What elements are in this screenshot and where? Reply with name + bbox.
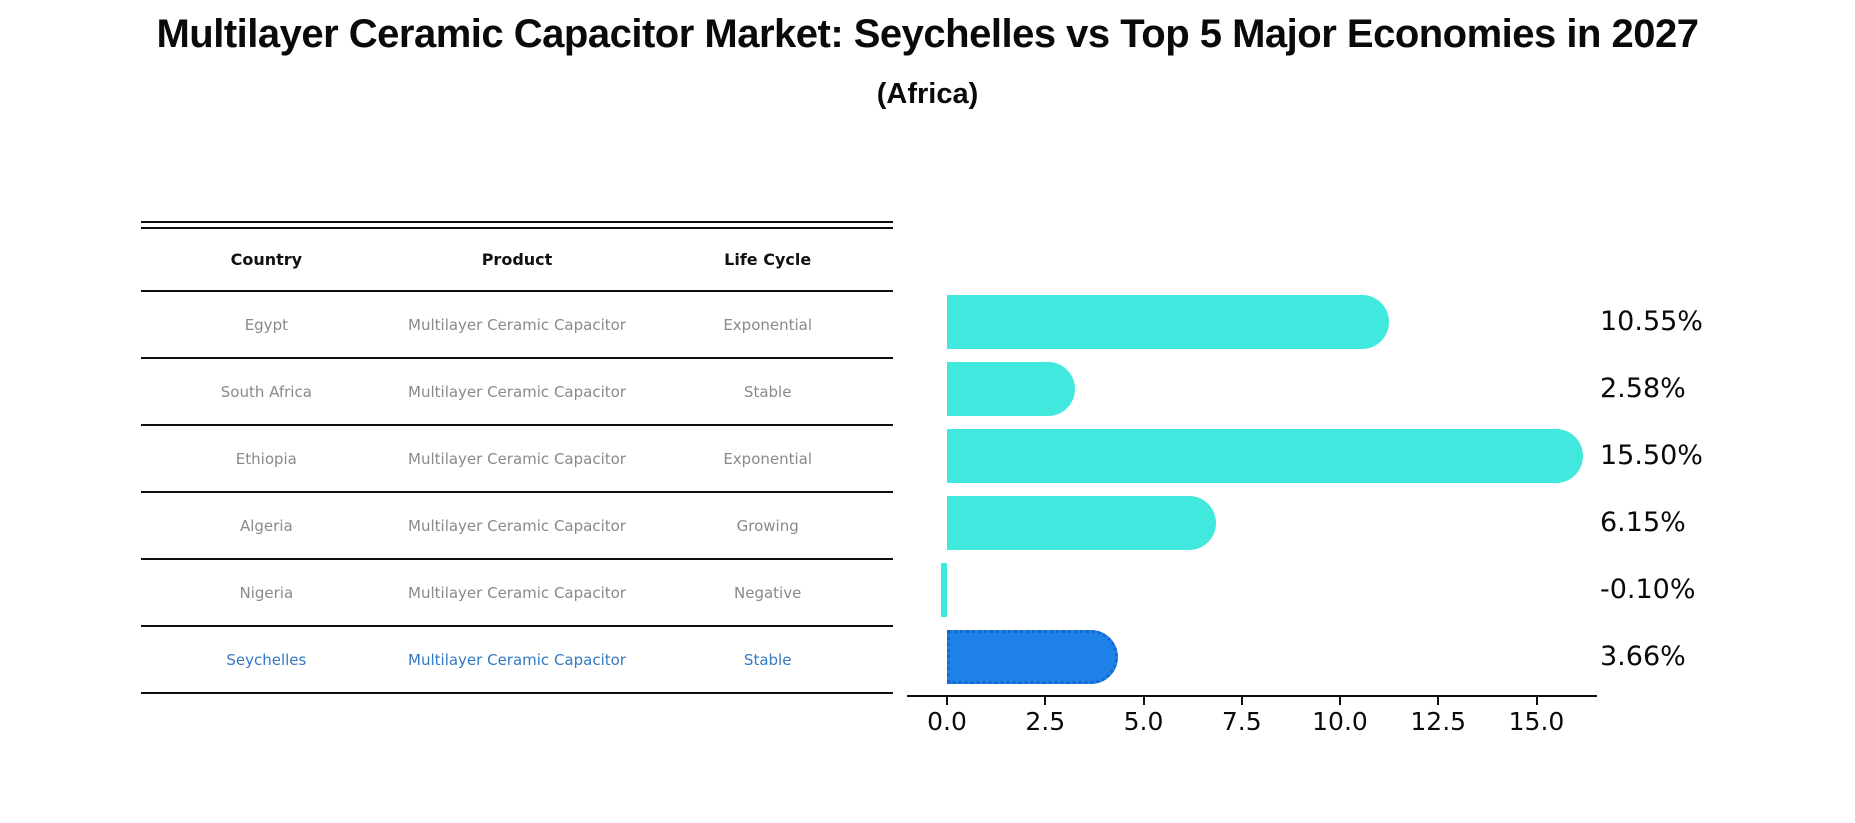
table-cell-country: Seychelles <box>226 650 307 669</box>
bar-value-label: -0.10% <box>1600 573 1696 605</box>
table-header-row: Country Product Life Cycle <box>141 229 893 292</box>
bar-algeria <box>947 495 1216 550</box>
bar-nigeria <box>941 562 947 617</box>
table-row: Ethiopia Multilayer Ceramic Capacitor Expo… <box>141 426 893 493</box>
table-cell-country: Algeria <box>239 516 293 535</box>
table-row: Algeria Multilayer Ceramic Capacitor Growi… <box>141 493 893 560</box>
table-body: Egypt Multilayer Ceramic Capacitor Exponen… <box>141 292 893 694</box>
bar-egypt <box>947 294 1389 349</box>
table-cell-product: Multilayer Ceramic Capacitor <box>408 449 626 468</box>
table-cell-country: South Africa <box>220 382 312 401</box>
x-tick-mark <box>1044 697 1047 705</box>
x-tick-label: 5.0 <box>1123 707 1164 736</box>
x-tick-label: 0.0 <box>927 707 967 736</box>
bar-ethiopia <box>947 428 1584 483</box>
table-cell-country: Nigeria <box>239 583 294 602</box>
bar-seychelles <box>947 629 1118 684</box>
chart-title: Multilayer Ceramic Capacitor Market: Sey… <box>156 12 1699 56</box>
x-tick-label: 12.5 <box>1410 707 1467 736</box>
table-cell-product: Multilayer Ceramic Capacitor <box>408 382 626 401</box>
x-tick-label: 7.5 <box>1221 707 1262 736</box>
table-cell-life-cycle: Stable <box>743 382 792 401</box>
country-table: Country Product Life Cycle Egypt Multilay… <box>141 221 893 694</box>
x-tick-mark <box>1437 697 1440 705</box>
bar-value-label: 10.55% <box>1600 305 1703 337</box>
x-tick-mark <box>1535 697 1538 705</box>
x-tick-mark <box>1240 697 1243 705</box>
bar-value-label: 3.66% <box>1600 640 1686 672</box>
table-cell-product: Multilayer Ceramic Capacitor <box>408 583 626 602</box>
bar-value-label: 2.58% <box>1600 372 1686 404</box>
table-cell-life-cycle: Growing <box>736 516 799 535</box>
bar-south-africa <box>947 361 1076 416</box>
table-cell-country: Egypt <box>244 315 288 334</box>
x-axis-line <box>907 695 1597 697</box>
table-row: Nigeria Multilayer Ceramic Capacitor Negat… <box>141 560 893 627</box>
x-tick-mark <box>1142 697 1145 705</box>
x-tick-label: 15.0 <box>1508 707 1565 736</box>
table-cell-life-cycle: Stable <box>743 650 792 669</box>
x-tick-mark <box>946 697 948 705</box>
table-cell-product: Multilayer Ceramic Capacitor <box>408 315 626 334</box>
table-row: South Africa Multilayer Ceramic Capacitor… <box>141 359 893 426</box>
table-row: Seychelles Multilayer Ceramic Capacitor St… <box>141 627 893 694</box>
table-header-country: Country <box>230 250 303 269</box>
table-header-product: Product <box>481 250 553 269</box>
bar-value-label: 15.50% <box>1600 439 1703 471</box>
table-row: Egypt Multilayer Ceramic Capacitor Exponen… <box>141 292 893 359</box>
table-cell-life-cycle: Negative <box>734 583 802 602</box>
table-cell-life-cycle: Exponential <box>723 449 813 468</box>
chart-subtitle: (Africa) <box>876 78 979 110</box>
bar-value-label: 6.15% <box>1600 506 1686 538</box>
table-cell-life-cycle: Exponential <box>723 315 813 334</box>
x-tick-label: 10.0 <box>1312 707 1368 736</box>
x-tick-label: 2.5 <box>1025 707 1066 736</box>
table-cell-product: Multilayer Ceramic Capacitor <box>408 650 626 669</box>
table-top-rule <box>141 221 893 229</box>
table-cell-country: Ethiopia <box>235 449 297 468</box>
table-header-life-cycle: Life Cycle <box>724 250 812 269</box>
x-tick-mark <box>1339 697 1341 705</box>
table-cell-product: Multilayer Ceramic Capacitor <box>408 516 626 535</box>
